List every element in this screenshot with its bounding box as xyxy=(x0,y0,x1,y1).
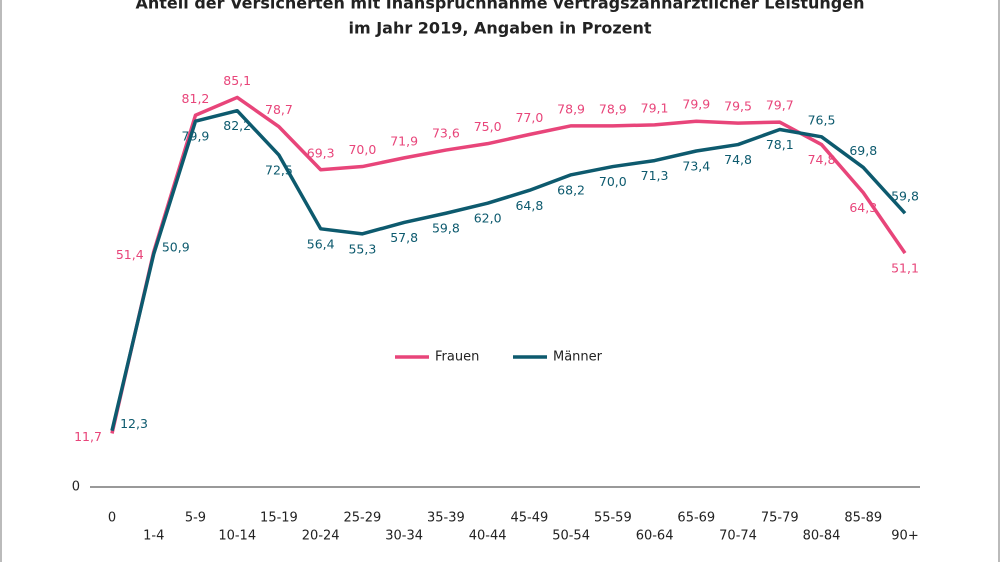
value-label: 82,2 xyxy=(223,118,251,133)
x-tick-label: 85-89 xyxy=(844,511,882,526)
value-label: 72,5 xyxy=(265,163,293,178)
value-label: 71,3 xyxy=(641,168,669,183)
value-label: 79,1 xyxy=(641,100,669,115)
value-label: 76,5 xyxy=(808,112,836,127)
value-label: 71,9 xyxy=(390,133,418,148)
value-label: 64,3 xyxy=(849,200,877,215)
value-label: 78,7 xyxy=(265,102,293,117)
value-label: 51,1 xyxy=(891,261,919,276)
line xyxy=(110,108,907,432)
x-tick-label: 0 xyxy=(108,511,116,526)
line xyxy=(110,95,907,434)
value-label: 78,1 xyxy=(766,137,794,152)
value-label: 79,9 xyxy=(682,97,710,112)
value-label: 78,9 xyxy=(599,101,627,116)
value-label: 68,2 xyxy=(557,182,585,197)
value-label: 74,8 xyxy=(724,152,752,167)
value-label: 69,3 xyxy=(307,145,335,160)
x-tick-label: 65-69 xyxy=(677,511,715,526)
chart-title: Anteil der Versicherten mit Inanspruchna… xyxy=(136,0,865,13)
value-label: 78,9 xyxy=(557,101,585,116)
x-tick-label: 25-29 xyxy=(344,511,382,526)
chart-title: im Jahr 2019, Angaben in Prozent xyxy=(348,19,651,38)
legend-label: Frauen xyxy=(435,350,479,365)
value-label: 11,7 xyxy=(74,429,102,444)
x-tick-label: 60-64 xyxy=(636,529,674,544)
value-label: 77,0 xyxy=(515,110,543,125)
x-tick-label: 45-49 xyxy=(510,511,548,526)
value-label: 62,0 xyxy=(474,211,502,226)
x-tick-label: 55-59 xyxy=(594,511,632,526)
value-label: 79,5 xyxy=(724,99,752,114)
value-label: 64,8 xyxy=(515,198,543,213)
value-label: 70,0 xyxy=(348,142,376,157)
x-tick-label: 75-79 xyxy=(761,511,799,526)
value-label: 55,3 xyxy=(348,241,376,256)
x-tick-label: 50-54 xyxy=(552,529,590,544)
value-label: 79,9 xyxy=(182,129,210,144)
value-label: 79,7 xyxy=(766,98,794,113)
legend-label: Männer xyxy=(553,350,603,365)
value-label: 51,4 xyxy=(116,247,144,262)
value-label: 50,9 xyxy=(162,239,190,254)
x-tick-label: 10-14 xyxy=(218,529,256,544)
x-tick-label: 80-84 xyxy=(803,529,841,544)
value-label: 81,2 xyxy=(182,91,210,106)
value-label: 70,0 xyxy=(599,174,627,189)
value-label: 59,8 xyxy=(432,221,460,236)
value-label: 73,6 xyxy=(432,126,460,141)
x-tick-label: 35-39 xyxy=(427,511,465,526)
y-tick-label: 0 xyxy=(72,480,80,495)
x-tick-label: 90+ xyxy=(891,529,918,544)
x-tick-label: 5-9 xyxy=(185,511,206,526)
x-tick-label: 40-44 xyxy=(469,529,507,544)
value-label: 73,4 xyxy=(682,158,710,173)
value-label: 57,8 xyxy=(390,230,418,245)
value-label: 59,8 xyxy=(891,189,919,204)
x-tick-label: 15-19 xyxy=(260,511,298,526)
x-tick-label: 70-74 xyxy=(719,529,757,544)
value-label: 56,4 xyxy=(307,236,335,251)
value-label: 69,8 xyxy=(849,143,877,158)
x-tick-label: 1-4 xyxy=(143,529,164,544)
x-tick-label: 30-34 xyxy=(385,529,423,544)
value-label: 12,3 xyxy=(120,416,148,431)
value-label: 74,8 xyxy=(808,152,836,167)
x-tick-label: 20-24 xyxy=(302,529,340,544)
value-label: 75,0 xyxy=(474,119,502,134)
value-label: 85,1 xyxy=(223,73,251,88)
